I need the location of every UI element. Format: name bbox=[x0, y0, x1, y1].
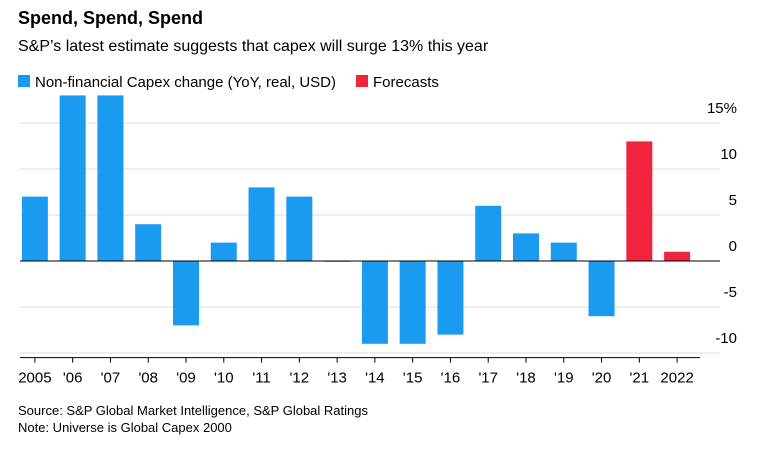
x-tick-label: '21 bbox=[630, 370, 650, 387]
bar bbox=[437, 261, 464, 335]
chart-subtitle: S&P’s latest estimate suggests that cape… bbox=[18, 38, 489, 55]
y-tick-label: 15% bbox=[707, 100, 737, 117]
bar bbox=[399, 261, 426, 344]
x-tick-label: 2022 bbox=[660, 370, 693, 387]
y-tick-label: 5 bbox=[729, 192, 737, 209]
legend-label: Forecasts bbox=[373, 74, 439, 91]
bar bbox=[21, 196, 48, 261]
x-tick-label: '15 bbox=[403, 370, 423, 387]
legend-label: Non-financial Capex change (YoY, real, U… bbox=[35, 74, 336, 91]
x-tick-label: '06 bbox=[63, 370, 83, 387]
x-tick-label: '07 bbox=[101, 370, 121, 387]
source: Source: S&P Global Market Intelligence, … bbox=[18, 403, 368, 418]
bar bbox=[135, 224, 162, 261]
x-tick-label: '11 bbox=[252, 370, 270, 387]
bar bbox=[513, 233, 539, 261]
legend-swatch bbox=[356, 75, 369, 87]
x-tick-label: '12 bbox=[290, 370, 310, 387]
note: Note: Universe is Global Capex 2000 bbox=[18, 420, 232, 435]
legend-swatch bbox=[18, 75, 30, 87]
x-tick-label: '18 bbox=[516, 370, 536, 387]
bar bbox=[588, 261, 615, 317]
bar bbox=[626, 141, 653, 261]
x-tick-label: '17 bbox=[478, 370, 498, 387]
bar bbox=[664, 251, 691, 261]
bar bbox=[97, 95, 124, 262]
x-tick-label: '13 bbox=[327, 370, 347, 387]
bar bbox=[173, 261, 199, 326]
x-tick-label: '14 bbox=[365, 370, 385, 387]
bar bbox=[475, 205, 502, 261]
x-tick-label: 2005 bbox=[18, 370, 51, 387]
y-tick-label: 0 bbox=[729, 238, 737, 255]
bar bbox=[286, 196, 313, 261]
x-tick-label: '19 bbox=[554, 370, 574, 387]
bar bbox=[210, 242, 237, 261]
x-tick-label: '20 bbox=[592, 370, 612, 387]
x-tick-label: '10 bbox=[214, 370, 234, 387]
chart-title: Spend, Spend, Spend bbox=[18, 8, 203, 28]
bar bbox=[59, 95, 86, 262]
bar bbox=[248, 187, 275, 261]
bar bbox=[550, 242, 577, 261]
x-tick-label: '08 bbox=[138, 370, 158, 387]
x-tick-label: '09 bbox=[176, 370, 196, 387]
bar bbox=[361, 261, 388, 344]
y-tick-label: -10 bbox=[715, 330, 737, 347]
y-tick-label: 10 bbox=[720, 146, 737, 163]
y-tick-label: -5 bbox=[724, 284, 737, 301]
x-tick-label: '16 bbox=[441, 370, 461, 387]
